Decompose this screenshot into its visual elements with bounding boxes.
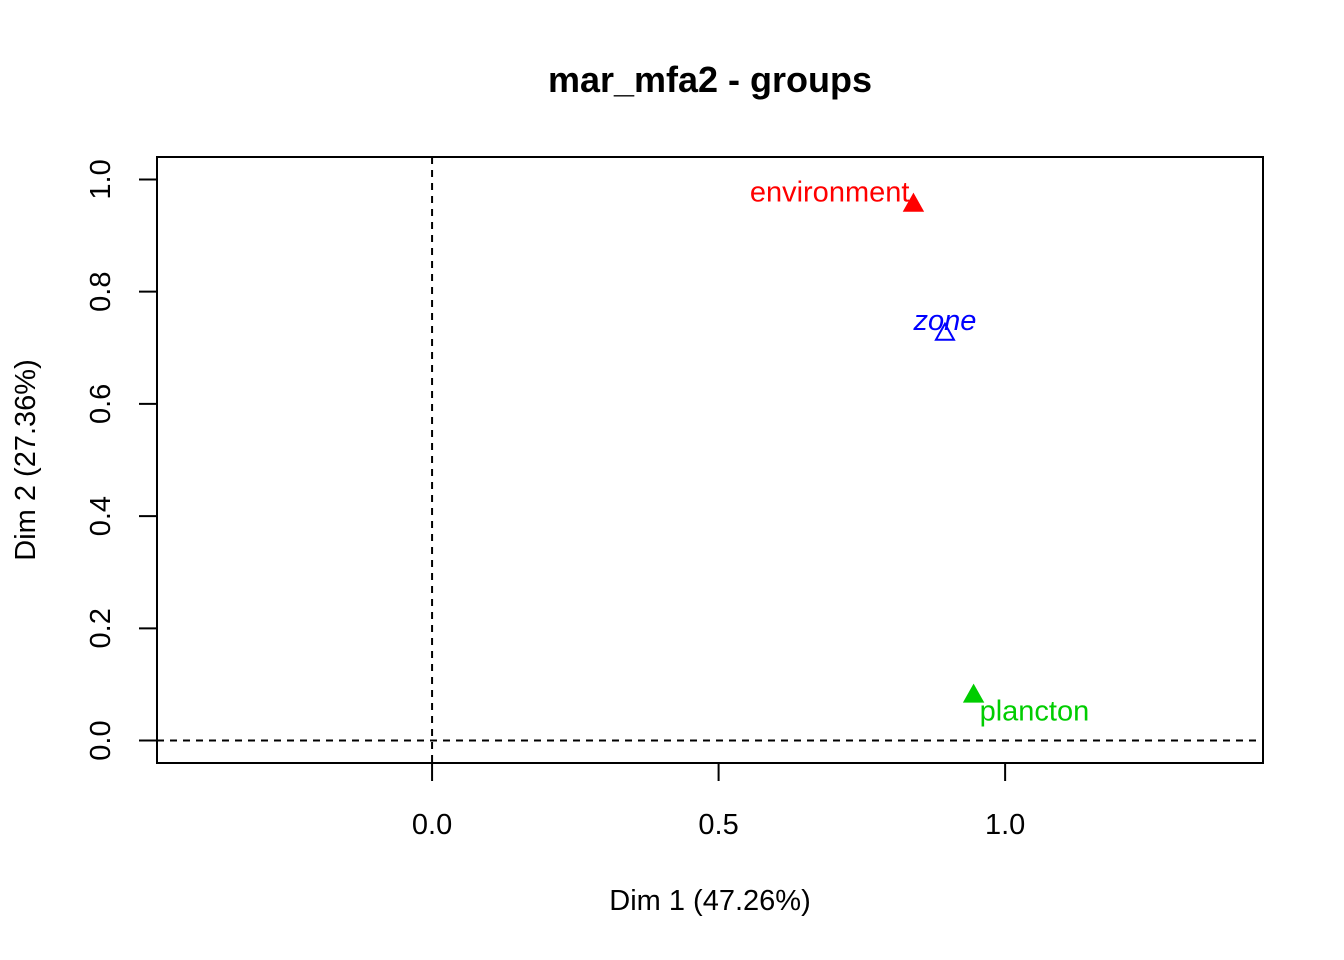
y-tick-label: 1.0 bbox=[85, 159, 117, 199]
point-label-environment: environment bbox=[750, 177, 910, 209]
y-tick-label: 0.6 bbox=[85, 384, 117, 424]
point-marker-environment bbox=[902, 192, 925, 212]
y-tick-label: 0.4 bbox=[85, 496, 117, 536]
point-label-plancton: plancton bbox=[980, 696, 1090, 728]
point-marker-zone bbox=[934, 321, 956, 341]
y-axis-label: Dim 2 (27.36%) bbox=[10, 359, 42, 560]
point-label-zone: zone bbox=[913, 305, 977, 337]
x-tick-label: 1.0 bbox=[985, 809, 1025, 841]
y-tick-label: 0.2 bbox=[85, 608, 117, 648]
x-axis: 0.0 0.5 1.0 bbox=[412, 762, 1025, 841]
y-axis: 0.0 0.2 0.4 0.6 0.8 1.0 bbox=[85, 159, 158, 761]
point-marker-plancton bbox=[962, 683, 985, 703]
x-axis-label: Dim 1 (47.26%) bbox=[609, 885, 810, 917]
data-points: environment zone plancton bbox=[750, 177, 1089, 728]
x-tick-label: 0.5 bbox=[698, 809, 738, 841]
reference-lines bbox=[157, 157, 1263, 763]
chart-title: mar_mfa2 - groups bbox=[548, 59, 872, 100]
y-tick-label: 0.8 bbox=[85, 272, 117, 312]
x-tick-label: 0.0 bbox=[412, 809, 452, 841]
y-tick-label: 0.0 bbox=[85, 720, 117, 760]
plot-frame bbox=[156, 156, 1264, 764]
